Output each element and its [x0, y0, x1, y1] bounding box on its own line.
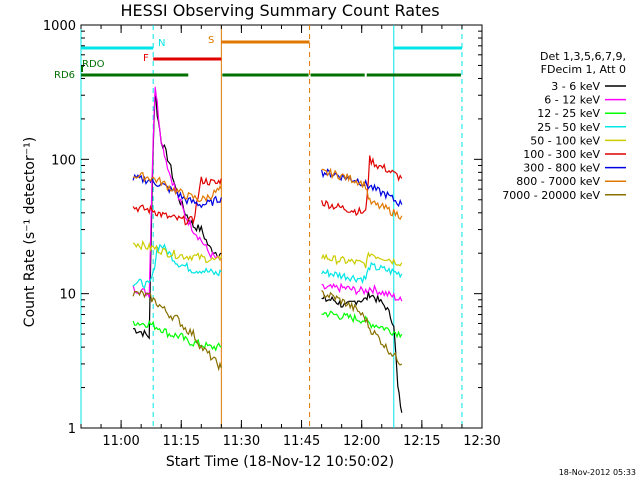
series-4-segment-0	[132, 239, 222, 264]
series-0-segment-1	[321, 291, 403, 413]
legend-label-8: 7000 - 20000 keV	[502, 189, 600, 202]
state-bar-label-s: S	[208, 35, 214, 46]
series-8-segment-1	[321, 289, 403, 366]
series-2-segment-1	[321, 310, 403, 339]
chart-title: HESSI Observing Summary Count Rates	[120, 1, 439, 20]
legend-label-2: 12 - 25 keV	[537, 107, 600, 120]
series-5-segment-0	[132, 176, 222, 226]
x-tick-label-4: 12:00	[343, 434, 380, 449]
x-tick-label-5: 12:15	[403, 434, 440, 449]
x-tick-label-2: 11:30	[223, 434, 260, 449]
instrument-state-bars: N S F RDO RD6	[54, 35, 462, 81]
x-tick-label-0: 11:00	[102, 434, 139, 449]
legend-label-6: 300 - 800 keV	[523, 162, 600, 175]
series-6-segment-1	[321, 168, 403, 208]
series-3-segment-0	[132, 243, 222, 290]
y-axis-label: Count Rate (s⁻¹ detector⁻¹)	[22, 137, 38, 327]
series-6-segment-0	[132, 173, 222, 209]
series-7-segment-0	[132, 172, 222, 203]
x-tick-label-1: 11:15	[163, 434, 200, 449]
legend-label-3: 25 - 50 keV	[537, 121, 600, 134]
legend-header-1: FDecim 1, Att 0	[541, 63, 626, 76]
plot-frame	[80, 24, 483, 429]
series-8-segment-0	[132, 289, 222, 372]
x-tick-label-6: 12:30	[463, 434, 500, 449]
axes: 11:00 11:15 11:30 11:45 12:00 12:15 12:30 1 10 10…	[43, 19, 501, 449]
legend-label-4: 50 - 100 keV	[530, 134, 600, 147]
y-tick-label-0: 1	[68, 422, 76, 437]
x-tick-label-3: 11:45	[283, 434, 320, 449]
legend: Det 1,3,5,6,7,9,FDecim 1, Att 0 3 - 6 keV…	[502, 50, 626, 202]
series-7-segment-1	[321, 167, 403, 221]
time-markers	[80, 25, 463, 428]
y-tick-label-2: 100	[51, 153, 76, 168]
legend-label-7: 800 - 7000 keV	[516, 175, 600, 188]
series-1-segment-0	[132, 86, 222, 298]
state-bar-label-f: F	[143, 53, 149, 64]
legend-label-5: 100 - 300 keV	[523, 148, 600, 161]
state-bar-label-rd6: RD6	[54, 70, 75, 81]
legend-label-1: 6 - 12 keV	[544, 94, 600, 107]
x-axis-label: Start Time (18-Nov-12 10:50:02)	[166, 454, 394, 470]
state-bar-label-rdo: RDO	[82, 59, 105, 70]
y-tick-label-1: 10	[59, 288, 76, 303]
series-0-segment-0	[133, 91, 222, 340]
state-bar-label-n: N	[158, 38, 165, 49]
plot-border	[80, 24, 483, 429]
legend-label-0: 3 - 6 keV	[551, 80, 600, 93]
series-3-segment-1	[321, 261, 403, 285]
series-4-segment-1	[321, 251, 403, 269]
y-tick-label-3: 1000	[43, 19, 76, 34]
series-1-segment-1	[321, 282, 403, 302]
series-layer	[132, 86, 403, 413]
generation-timestamp: 18-Nov-2012 05:33	[559, 468, 636, 477]
series-5-segment-1	[321, 155, 403, 217]
series-2-segment-0	[132, 319, 222, 352]
legend-header-0: Det 1,3,5,6,7,9,	[540, 50, 626, 63]
